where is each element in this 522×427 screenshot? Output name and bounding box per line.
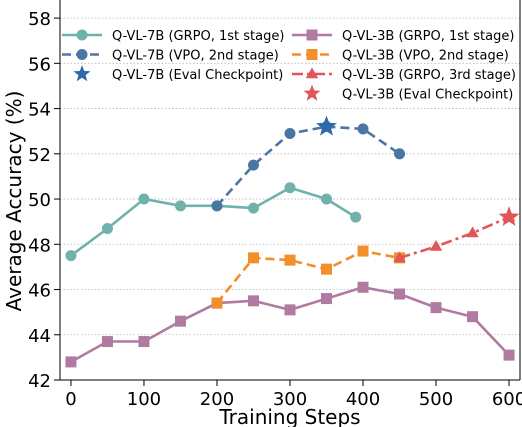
data-point xyxy=(357,281,369,293)
x-tick-label: 300 xyxy=(273,389,307,410)
data-point xyxy=(357,123,369,135)
data-point xyxy=(430,302,442,314)
legend-marker xyxy=(76,49,88,60)
y-tick-label: 58 xyxy=(28,9,51,30)
data-point xyxy=(65,250,77,262)
legend-entry: Q-VL-7B (GRPO, 1st stage) xyxy=(62,29,284,44)
axes: 42 44 46 48 50 52 54 56 58 0 100 200 300 400 500 600 xyxy=(28,0,522,410)
series-6 xyxy=(498,206,520,227)
y-tick-label: 42 xyxy=(28,371,51,392)
data-point xyxy=(174,315,186,327)
data-point xyxy=(211,297,223,309)
data-point xyxy=(467,311,479,323)
x-tick-label: 200 xyxy=(200,389,234,410)
legend-entry: Q-VL-7B (Eval Checkpoint) xyxy=(73,65,283,83)
legend-marker xyxy=(306,49,318,60)
y-tick-label: 46 xyxy=(28,281,51,302)
x-tick-label: 0 xyxy=(65,389,76,410)
data-point xyxy=(284,127,296,139)
x-axis-label: Training Steps xyxy=(218,405,360,427)
legend-marker xyxy=(73,65,91,82)
x-tick-label: 500 xyxy=(419,389,453,410)
data-point xyxy=(350,211,362,223)
legend-label: Q-VL-7B (VPO, 2nd stage) xyxy=(112,49,279,64)
series-line xyxy=(70,186,357,257)
data-point xyxy=(101,222,113,234)
series-4 xyxy=(211,245,406,309)
y-axis-label: Average Accuracy (%) xyxy=(2,91,26,312)
data-point xyxy=(321,193,333,205)
series-5 xyxy=(393,210,516,263)
legend-entry: Q-VL-7B (VPO, 2nd stage) xyxy=(62,49,279,64)
data-point xyxy=(393,251,406,263)
legend-marker xyxy=(306,29,318,41)
y-tick-label: 54 xyxy=(28,100,51,121)
series-3 xyxy=(65,281,515,368)
series-1 xyxy=(211,121,406,212)
data-point xyxy=(211,200,223,212)
data-point xyxy=(466,226,479,238)
legend-entry: Q-VL-3B (Eval Checkpoint) xyxy=(303,84,513,103)
data-point xyxy=(284,304,296,316)
data-point xyxy=(247,159,259,171)
data-point xyxy=(247,202,259,214)
x-tick-label: 400 xyxy=(346,389,380,410)
data-point xyxy=(138,336,150,348)
legend-label: Q-VL-7B (GRPO, 1st stage) xyxy=(112,29,284,44)
series-2 xyxy=(316,115,337,136)
legend-label: Q-VL-3B (Eval Checkpoint) xyxy=(342,88,513,103)
data-point xyxy=(101,336,113,348)
data-point xyxy=(503,349,515,361)
legend-entry: Q-VL-3B (GRPO, 1st stage) xyxy=(292,29,514,44)
legend-label: Q-VL-3B (GRPO, 1st stage) xyxy=(342,29,514,44)
y-tick-label: 48 xyxy=(28,235,51,256)
data-point xyxy=(357,245,369,257)
x-tick-label: 600 xyxy=(492,389,522,410)
data-point xyxy=(247,252,259,264)
series-line xyxy=(399,215,510,260)
legend-label: Q-VL-7B (Eval Checkpoint) xyxy=(112,68,283,83)
legend-marker xyxy=(76,29,88,41)
legend-entry: Q-VL-3B (VPO, 2nd stage) xyxy=(292,49,509,64)
series-line xyxy=(215,249,400,304)
data-point xyxy=(321,293,333,305)
y-tick-label: 52 xyxy=(28,145,51,166)
y-tick-label: 50 xyxy=(28,190,51,211)
x-tick-label: 100 xyxy=(127,389,161,410)
series-line xyxy=(70,285,510,364)
data-point xyxy=(247,295,259,307)
series-0 xyxy=(65,182,362,262)
y-tick-label: 44 xyxy=(28,326,51,347)
data-point xyxy=(284,254,296,266)
data-point xyxy=(321,263,333,275)
data-point xyxy=(316,115,337,136)
data-point xyxy=(65,356,77,368)
data-point xyxy=(174,200,186,212)
data-point xyxy=(284,182,296,194)
legend-label: Q-VL-3B (GRPO, 3rd stage) xyxy=(342,68,516,83)
legend-entry: Q-VL-3B (GRPO, 3rd stage) xyxy=(292,67,516,83)
legend-marker xyxy=(303,84,321,101)
series-layer xyxy=(65,115,520,368)
legend-marker xyxy=(305,67,319,79)
data-point xyxy=(394,148,406,160)
data-point xyxy=(498,206,520,227)
legend: Q-VL-7B (GRPO, 1st stage) Q-VL-7B (VPO, 2… xyxy=(62,29,516,103)
data-point xyxy=(138,193,150,205)
legend-label: Q-VL-3B (VPO, 2nd stage) xyxy=(342,49,509,64)
data-point xyxy=(429,240,443,251)
data-point xyxy=(394,288,406,300)
y-tick-label: 56 xyxy=(28,54,51,75)
series-line xyxy=(216,125,401,207)
